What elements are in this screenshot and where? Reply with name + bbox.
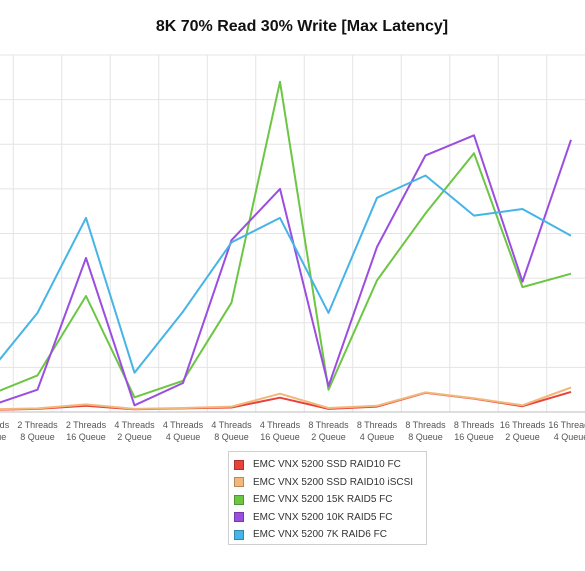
legend-item: EMC VNX 5200 7K RAID6 FC: [229, 526, 426, 544]
series-line-1: [0, 386, 572, 411]
legend-item: EMC VNX 5200 10K RAID5 FC: [229, 509, 426, 527]
series-line-3: [0, 134, 572, 407]
x-tick-label: 8 Threads 2 Queue: [308, 420, 349, 442]
legend-swatch: [234, 494, 244, 505]
legend-item: EMC VNX 5200 SSD RAID10 iSCSI: [229, 474, 426, 492]
legend-label: EMC VNX 5200 15K RAID5 FC: [253, 494, 393, 506]
series-line-4: [0, 174, 572, 374]
x-tick-label: 8 Threads 8 Queue: [405, 420, 446, 442]
x-tick-label: 2 Threads 16 Queue: [66, 420, 107, 442]
x-tick-label: 4 Threads 2 Queue: [114, 420, 155, 442]
x-tick-label: 2 Threads 8 Queue: [17, 420, 58, 442]
series-line-2: [0, 80, 572, 399]
x-tick-label: 4 Threads 16 Queue: [260, 420, 301, 442]
legend-item: EMC VNX 5200 SSD RAID10 FC: [229, 456, 426, 474]
legend-swatch: [234, 477, 244, 488]
x-tick-label: 16 Threads 2 Queue: [500, 420, 546, 442]
legend-label: EMC VNX 5200 SSD RAID10 iSCSI: [253, 476, 414, 488]
x-tick-label: 8 Threads 16 Queue: [454, 420, 495, 442]
legend-item: EMC VNX 5200 15K RAID5 FC: [229, 491, 426, 509]
legend-label: EMC VNX 5200 10K RAID5 FC: [253, 511, 393, 523]
legend-label: EMC VNX 5200 SSD RAID10 FC: [253, 459, 401, 471]
legend-swatch: [234, 459, 244, 470]
chart-title: 8K 70% Read 30% Write [Max Latency]: [155, 18, 449, 35]
series-lines: [0, 80, 572, 411]
legend-label: EMC VNX 5200 7K RAID6 FC: [253, 529, 387, 541]
x-tick-label: 4 Threads 8 Queue: [211, 420, 252, 442]
legend-swatch: [234, 512, 244, 523]
grid-lines: [0, 54, 585, 413]
legend: EMC VNX 5200 SSD RAID10 FC EMC VNX 5200 S…: [228, 451, 427, 545]
legend-swatch: [234, 529, 244, 540]
x-tick-label: 8 Threads 4 Queue: [357, 420, 398, 442]
x-tick-label: 4 Threads 4 Queue: [163, 420, 204, 442]
